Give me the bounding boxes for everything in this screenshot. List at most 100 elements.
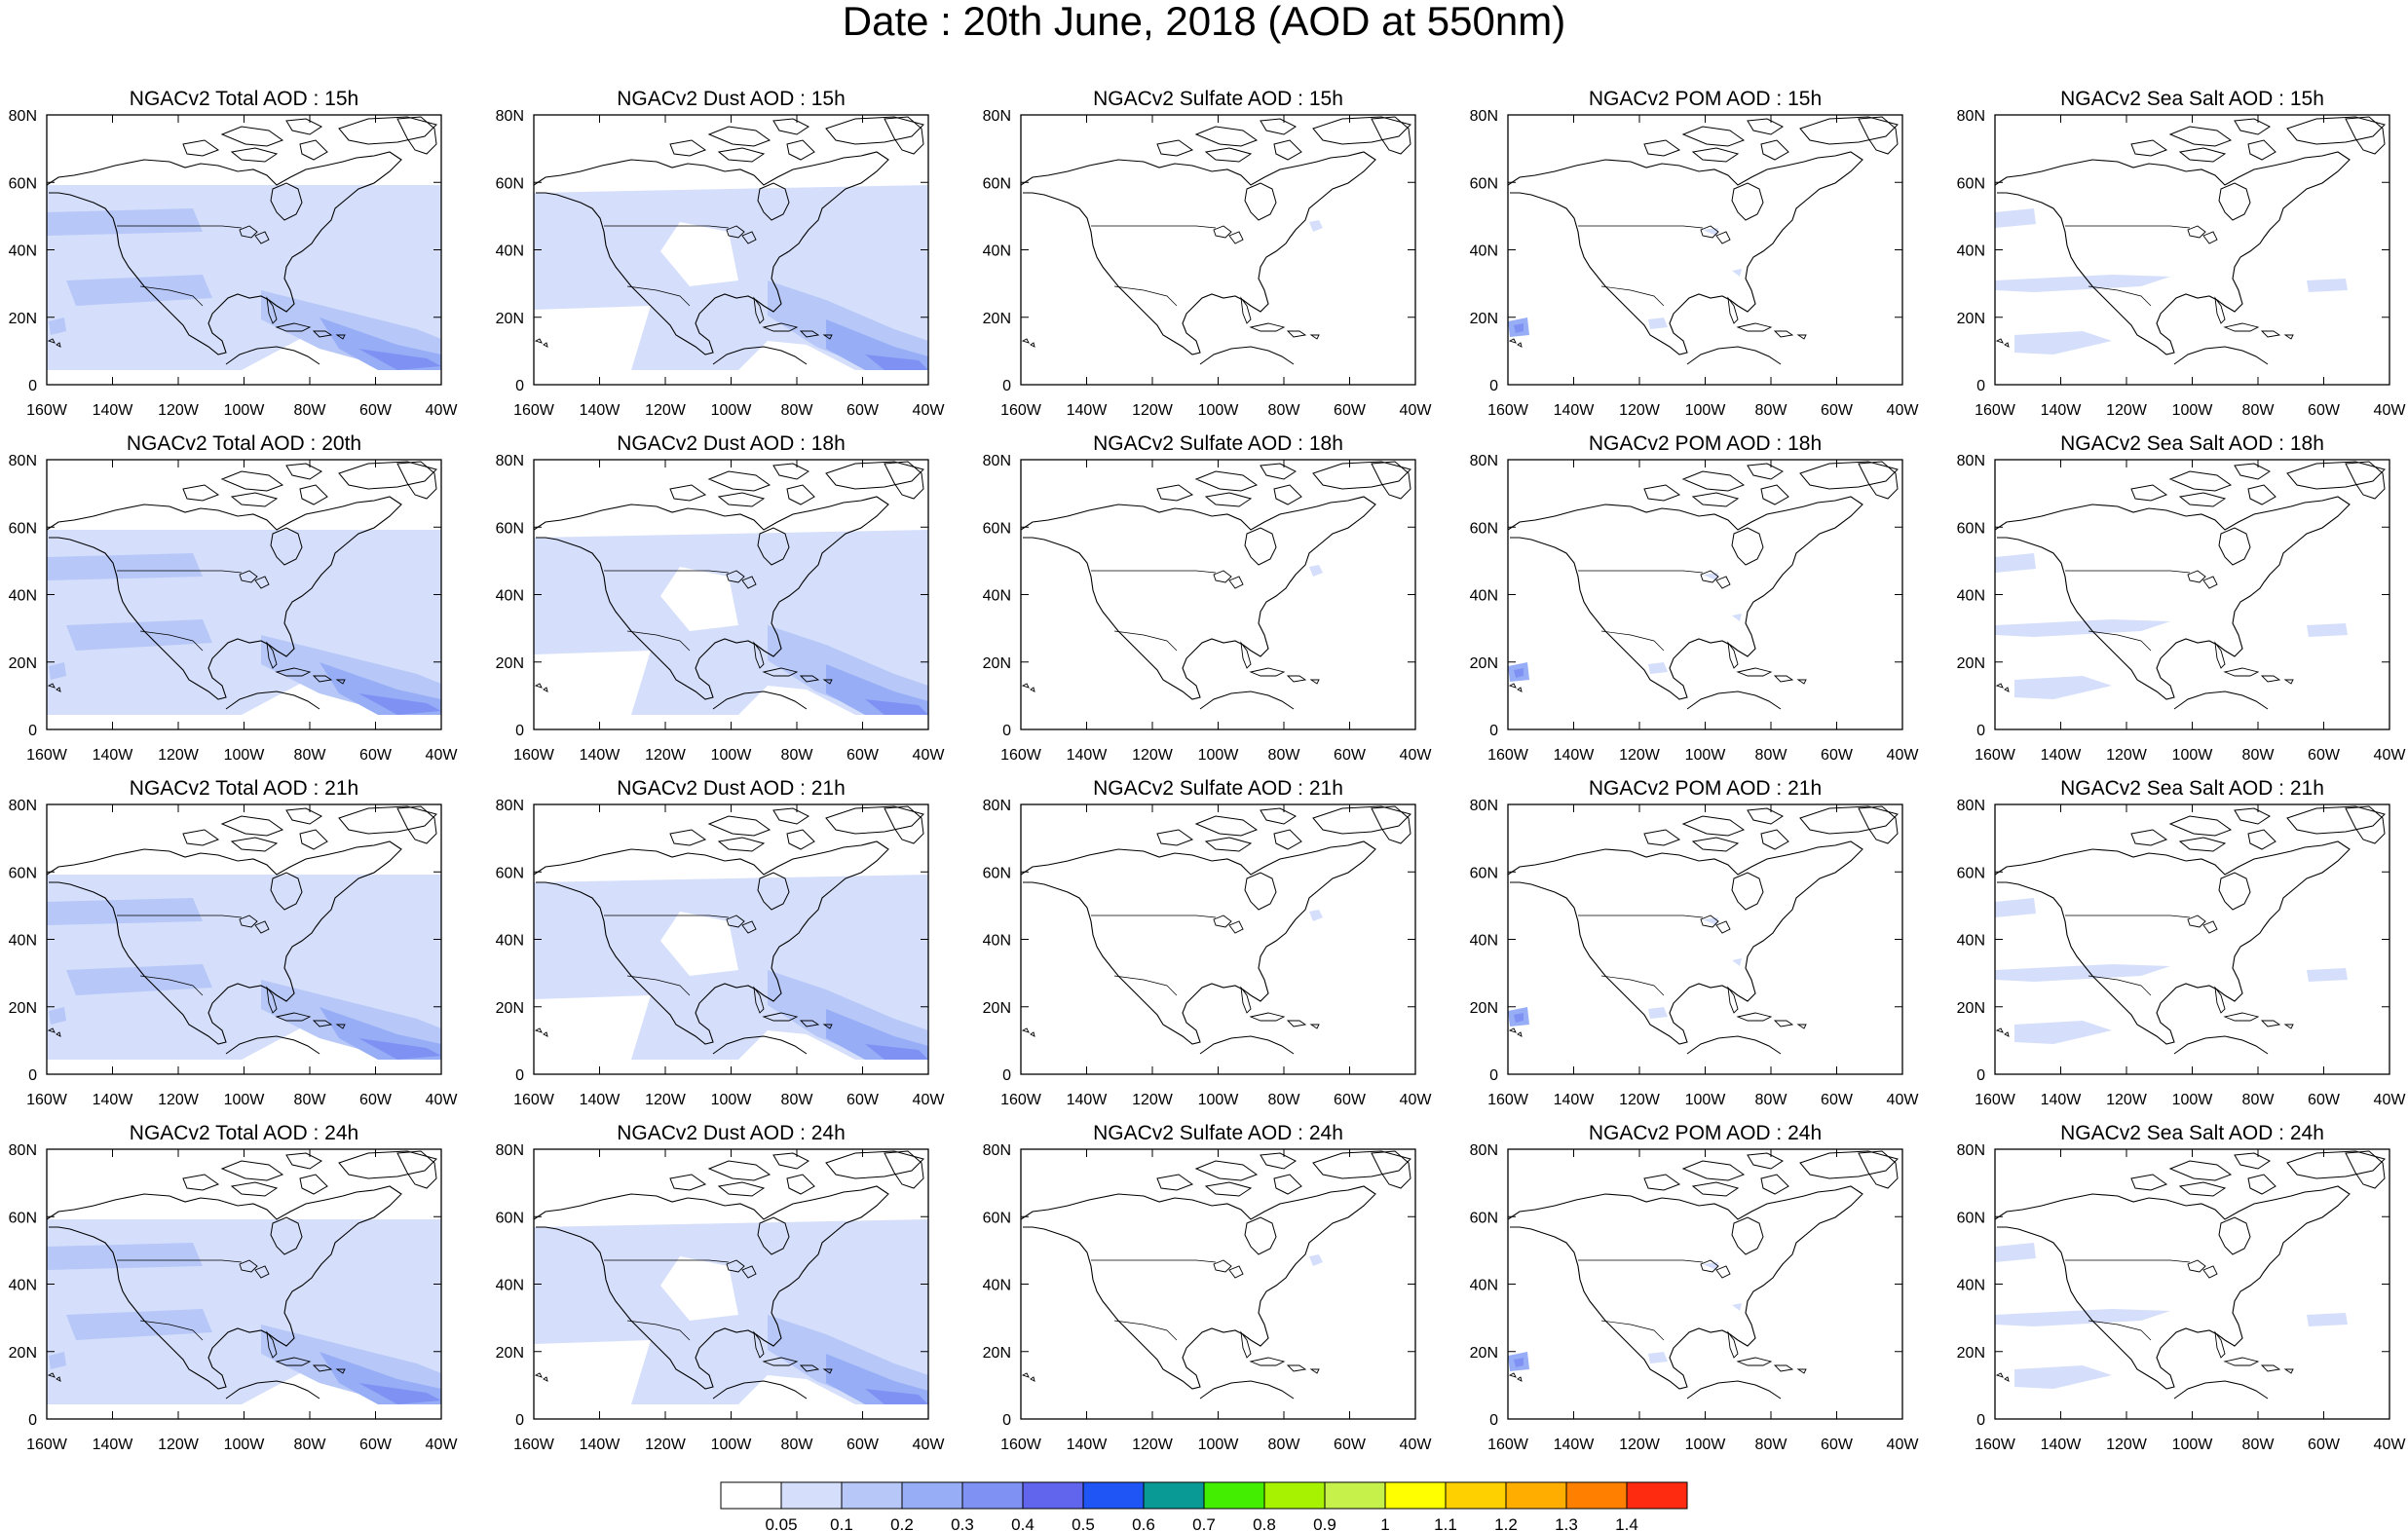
map-panel: NGACv2 Sea Salt AOD : 21h 160W 140W 120W 100… — [1957, 777, 2407, 1108]
x-tick-label: 40W — [1400, 747, 1433, 764]
map-frame — [1507, 1148, 1903, 1420]
map-panel: NGACv2 Sulfate AOD : 21h 160W 140W 120W 100W… — [983, 777, 1433, 1108]
x-tick-label: 40W — [913, 747, 946, 764]
colorbar-swatch — [1505, 1481, 1567, 1510]
map-panel: NGACv2 Dust AOD : 15h 160W 140W 120W 100W 80W… — [496, 88, 946, 419]
x-tick-label: 160W — [1975, 1437, 2016, 1453]
x-tick-label: 60W — [2308, 747, 2341, 764]
x-tick-label: 140W — [1554, 1437, 1596, 1453]
x-tick-label: 100W — [1198, 1437, 1240, 1453]
aod-shading — [1309, 220, 1323, 232]
x-tick-label: 120W — [1132, 1092, 1174, 1108]
aod-shading — [826, 1354, 928, 1404]
map-frame — [1020, 1148, 1416, 1420]
x-tick-label: 40W — [913, 402, 946, 419]
y-tick-label: 20N — [9, 311, 37, 327]
x-tick-label: 40W — [426, 747, 459, 764]
x-tick-label: 40W — [426, 1437, 459, 1453]
colorbar-label: 0.4 — [1011, 1515, 1035, 1531]
y-tick-label: 60N — [496, 865, 524, 881]
y-tick-label: 40N — [1470, 1278, 1498, 1294]
y-tick-label: 80N — [1957, 108, 1985, 125]
y-tick-label: 80N — [983, 1142, 1011, 1159]
x-tick-label: 120W — [158, 402, 200, 419]
y-tick-label: 20N — [1957, 655, 1985, 672]
map-panel: NGACv2 Total AOD : 20th 160W 140W 120W 100W 8… — [9, 432, 459, 764]
x-tick-label: 60W — [1821, 747, 1854, 764]
x-tick-label: 80W — [294, 402, 327, 419]
x-tick-label: 160W — [26, 1437, 68, 1453]
coastline — [1020, 116, 1411, 365]
y-tick-label: 20N — [1470, 1345, 1498, 1362]
y-tick-label: 60N — [1470, 865, 1498, 881]
coastline — [1020, 461, 1411, 710]
y-tick-label: 60N — [983, 1210, 1011, 1226]
aod-shading — [358, 1383, 441, 1404]
y-tick-label: 60N — [9, 865, 37, 881]
y-tick-label: 0 — [1976, 378, 1985, 394]
x-tick-label: 60W — [1334, 1092, 1367, 1108]
y-tick-label: 80N — [9, 453, 37, 469]
aod-shading — [1995, 1243, 2170, 1326]
colorbar: 0.05 0.1 0.2 0.3 0.4 0.5 0.6 0.7 0.8 0.9 1 1.1 1.2 1.… — [720, 1481, 1688, 1531]
coastline — [1020, 1150, 1411, 1400]
x-tick-label: 120W — [1619, 1437, 1661, 1453]
x-tick-label: 140W — [93, 1437, 134, 1453]
y-tick-label: 20N — [983, 1000, 1011, 1017]
x-tick-label: 160W — [1000, 1092, 1042, 1108]
y-tick-label: 40N — [496, 243, 524, 260]
aod-shading — [1648, 228, 1742, 329]
y-tick-label: 20N — [1470, 655, 1498, 672]
colorbar-label: 0.6 — [1132, 1515, 1155, 1531]
y-tick-label: 40N — [9, 1278, 37, 1294]
x-tick-label: 140W — [2041, 402, 2083, 419]
x-tick-label: 140W — [93, 1092, 134, 1108]
panel-title: NGACv2 Dust AOD : 15h — [617, 88, 846, 110]
aod-shading — [49, 1007, 66, 1025]
x-tick-label: 60W — [359, 1092, 393, 1108]
map-frame — [1020, 459, 1416, 730]
x-tick-label: 120W — [1132, 1437, 1174, 1453]
x-tick-label: 140W — [1554, 747, 1596, 764]
x-tick-label: 140W — [1067, 747, 1109, 764]
y-tick-label: 60N — [9, 520, 37, 537]
x-tick-label: 100W — [1685, 1092, 1727, 1108]
panel-title: NGACv2 Total AOD : 21h — [130, 777, 358, 800]
panel-title: NGACv2 Dust AOD : 18h — [617, 432, 846, 455]
x-tick-label: 60W — [359, 1437, 393, 1453]
y-tick-label: 80N — [496, 1142, 524, 1159]
y-tick-label: 0 — [1489, 1412, 1498, 1429]
aod-shading — [1309, 910, 1323, 921]
x-tick-label: 120W — [158, 747, 200, 764]
aod-shading — [2014, 623, 2348, 699]
x-tick-label: 120W — [2106, 1437, 2148, 1453]
y-tick-label: 20N — [496, 311, 524, 327]
x-tick-label: 80W — [1755, 1092, 1788, 1108]
x-tick-label: 140W — [580, 1437, 621, 1453]
map-panel: NGACv2 POM AOD : 21h 160W 140W 120W 100W 80W 6… — [1470, 777, 1920, 1108]
aod-shading — [2014, 1313, 2348, 1389]
x-tick-label: 100W — [711, 747, 753, 764]
x-tick-label: 100W — [2172, 1437, 2214, 1453]
y-tick-label: 60N — [9, 1210, 37, 1226]
x-tick-label: 80W — [781, 1437, 814, 1453]
y-tick-label: 40N — [9, 933, 37, 950]
map-panel: NGACv2 Sulfate AOD : 18h 160W 140W 120W 100W… — [983, 432, 1433, 764]
colorbar-swatch — [1022, 1481, 1084, 1510]
x-tick-label: 120W — [158, 1092, 200, 1108]
colorbar-swatch — [1203, 1481, 1265, 1510]
x-tick-label: 120W — [645, 747, 687, 764]
x-tick-label: 40W — [2374, 1437, 2407, 1453]
y-tick-label: 60N — [1957, 865, 1985, 881]
x-tick-label: 100W — [1198, 1092, 1240, 1108]
y-tick-label: 80N — [1957, 453, 1985, 469]
x-tick-label: 140W — [2041, 747, 2083, 764]
colorbar-label: 1.1 — [1434, 1515, 1457, 1531]
aod-shading — [826, 1009, 928, 1060]
x-tick-label: 80W — [781, 747, 814, 764]
x-tick-label: 120W — [1619, 402, 1661, 419]
colorbar-label: 0.1 — [830, 1515, 853, 1531]
x-tick-label: 120W — [1619, 1092, 1661, 1108]
x-tick-label: 40W — [1400, 1092, 1433, 1108]
panel-title: NGACv2 Sulfate AOD : 15h — [1093, 88, 1343, 110]
